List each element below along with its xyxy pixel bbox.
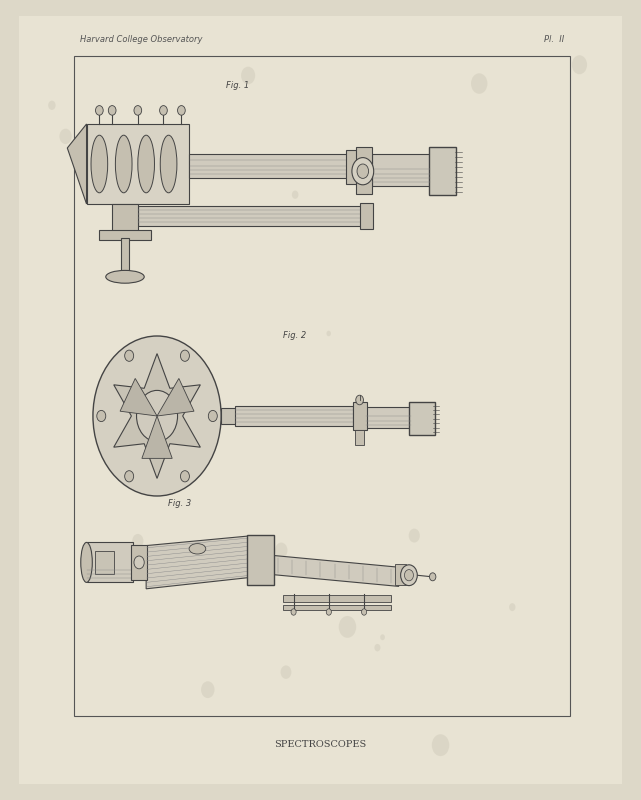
Polygon shape bbox=[67, 124, 87, 204]
Bar bbox=[121, 238, 129, 274]
Circle shape bbox=[352, 158, 374, 185]
Circle shape bbox=[201, 682, 215, 698]
Circle shape bbox=[572, 55, 587, 74]
Ellipse shape bbox=[106, 270, 144, 283]
Circle shape bbox=[291, 609, 296, 615]
Text: Fig. 1: Fig. 1 bbox=[226, 81, 249, 90]
Bar bbox=[87, 542, 133, 582]
Circle shape bbox=[181, 350, 190, 362]
Bar bbox=[189, 154, 349, 178]
Bar bbox=[131, 545, 147, 580]
Bar bbox=[74, 56, 570, 716]
Bar bbox=[372, 154, 431, 186]
Circle shape bbox=[275, 542, 287, 558]
Ellipse shape bbox=[81, 542, 92, 582]
Circle shape bbox=[404, 570, 413, 581]
Bar bbox=[235, 406, 353, 426]
Polygon shape bbox=[113, 354, 201, 478]
Circle shape bbox=[178, 106, 185, 115]
Circle shape bbox=[93, 336, 221, 496]
Ellipse shape bbox=[91, 135, 108, 193]
Text: Pl.  II: Pl. II bbox=[544, 35, 564, 44]
Ellipse shape bbox=[189, 544, 206, 554]
Circle shape bbox=[241, 66, 255, 84]
Circle shape bbox=[432, 734, 449, 756]
Circle shape bbox=[181, 470, 190, 482]
Circle shape bbox=[509, 603, 515, 611]
Circle shape bbox=[132, 534, 144, 548]
Polygon shape bbox=[146, 536, 249, 589]
Polygon shape bbox=[142, 416, 172, 458]
FancyBboxPatch shape bbox=[19, 16, 622, 784]
Bar bbox=[365, 407, 412, 428]
Ellipse shape bbox=[160, 135, 177, 193]
Circle shape bbox=[134, 106, 142, 115]
Bar bbox=[283, 605, 391, 610]
Circle shape bbox=[125, 350, 134, 362]
Circle shape bbox=[48, 101, 56, 110]
Text: SPECTROSCOPES: SPECTROSCOPES bbox=[274, 740, 367, 749]
Bar bbox=[247, 535, 274, 585]
Polygon shape bbox=[271, 555, 399, 586]
Circle shape bbox=[374, 644, 381, 651]
Circle shape bbox=[124, 470, 133, 482]
Circle shape bbox=[471, 74, 487, 94]
Polygon shape bbox=[157, 378, 194, 416]
Bar bbox=[355, 430, 364, 445]
Circle shape bbox=[96, 106, 103, 115]
Polygon shape bbox=[120, 378, 157, 416]
Circle shape bbox=[362, 609, 367, 615]
Bar bbox=[353, 402, 367, 430]
Bar bbox=[87, 124, 189, 204]
Text: Fig. 3: Fig. 3 bbox=[168, 498, 191, 508]
Bar bbox=[360, 203, 373, 229]
Bar bbox=[283, 595, 391, 602]
Bar bbox=[395, 564, 406, 585]
Bar bbox=[138, 206, 362, 226]
Bar bbox=[346, 150, 362, 184]
Circle shape bbox=[208, 410, 217, 422]
Circle shape bbox=[134, 556, 144, 569]
Bar bbox=[429, 147, 456, 195]
Bar bbox=[95, 551, 114, 574]
Circle shape bbox=[380, 634, 385, 640]
Bar bbox=[221, 408, 236, 424]
Ellipse shape bbox=[115, 135, 132, 193]
Circle shape bbox=[97, 410, 106, 422]
Circle shape bbox=[326, 330, 331, 336]
Circle shape bbox=[292, 190, 299, 199]
Text: Harvard College Observatory: Harvard College Observatory bbox=[80, 35, 203, 44]
Bar bbox=[99, 230, 151, 240]
Ellipse shape bbox=[138, 135, 154, 193]
Circle shape bbox=[401, 565, 417, 586]
Circle shape bbox=[338, 616, 356, 638]
Bar bbox=[356, 147, 372, 194]
Circle shape bbox=[108, 544, 117, 555]
Circle shape bbox=[429, 573, 436, 581]
Text: Fig. 2: Fig. 2 bbox=[283, 330, 306, 339]
Circle shape bbox=[108, 106, 116, 115]
Circle shape bbox=[281, 666, 292, 679]
Circle shape bbox=[326, 609, 331, 615]
Circle shape bbox=[409, 529, 420, 542]
Circle shape bbox=[160, 106, 167, 115]
Circle shape bbox=[357, 164, 369, 178]
Circle shape bbox=[356, 395, 363, 405]
Circle shape bbox=[60, 129, 72, 144]
Circle shape bbox=[137, 390, 178, 442]
Bar bbox=[112, 204, 138, 232]
Bar bbox=[409, 402, 435, 435]
